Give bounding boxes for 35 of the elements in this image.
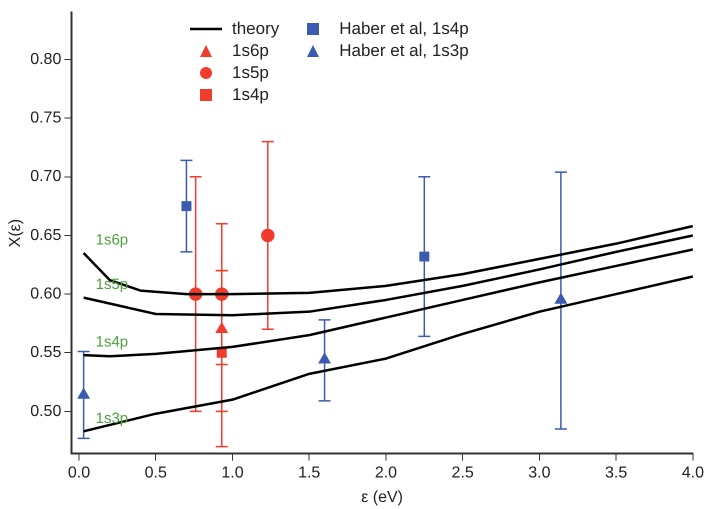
y-tick-label: 0.65 bbox=[30, 226, 62, 244]
annotation: 1s3p bbox=[96, 410, 128, 427]
y-tick-label: 0.50 bbox=[30, 402, 62, 420]
point bbox=[181, 201, 192, 212]
legend-label: 1s4p bbox=[232, 84, 269, 106]
point bbox=[78, 388, 90, 399]
x-tick-label: 3.5 bbox=[605, 464, 628, 482]
x-axis-title: ε (eV) bbox=[361, 488, 404, 506]
y-tick-label: 0.60 bbox=[30, 285, 62, 302]
y-tick-label: 0.55 bbox=[30, 344, 62, 362]
y-tick-label: 0.75 bbox=[30, 110, 62, 127]
legend-label: Haber et al, 1s4p bbox=[339, 18, 469, 40]
annotation: 1s4p bbox=[96, 334, 128, 351]
point bbox=[419, 252, 430, 262]
x-tick-label: 0.0 bbox=[68, 464, 90, 482]
x-tick-label: 3.0 bbox=[528, 464, 551, 482]
y-tick-label: 0.80 bbox=[30, 50, 62, 68]
point bbox=[554, 293, 567, 304]
legend-label: 1s6p bbox=[232, 40, 269, 62]
x-tick-label: 2.0 bbox=[374, 464, 398, 482]
x-tick-label: 2.5 bbox=[452, 464, 474, 482]
point bbox=[318, 353, 331, 364]
legend-label: theory bbox=[232, 18, 280, 40]
annotation: 1s6p bbox=[96, 232, 128, 249]
legend-label: 1s5p bbox=[232, 62, 269, 84]
annotation: 1s5p bbox=[96, 276, 128, 294]
point bbox=[216, 322, 228, 334]
point bbox=[261, 228, 275, 242]
legend-label: Haber et al, 1s3p bbox=[339, 40, 469, 62]
x-tick-label: 4.0 bbox=[682, 464, 704, 482]
y-axis-title: X(ε) bbox=[7, 218, 24, 248]
x-tick-label: 1.5 bbox=[298, 464, 320, 482]
x-tick-label: 1.0 bbox=[221, 464, 244, 482]
y-tick-label: 0.70 bbox=[30, 168, 62, 186]
x-tick-label: 0.5 bbox=[144, 464, 167, 482]
